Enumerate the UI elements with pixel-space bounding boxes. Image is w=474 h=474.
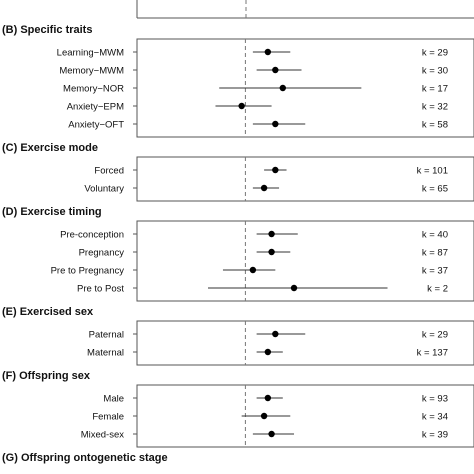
effect-estimate-point (264, 394, 272, 402)
k-count-label: k = 37 (422, 266, 448, 277)
category-label: Male (103, 394, 124, 405)
category-label: Maternal (87, 348, 124, 359)
panel-title: (D) Exercise timing (2, 206, 102, 218)
category-label: Pre to Pregnancy (51, 266, 125, 277)
category-label: Memory−MWM (59, 66, 124, 77)
effect-estimate-point (264, 348, 272, 356)
panel-5: (G) Offspring ontogenetic stage (2, 452, 168, 464)
panel-frame (136, 156, 474, 202)
effect-estimate-point (279, 84, 286, 92)
k-count-label: k = 29 (422, 330, 448, 341)
panel-0: (B) Specific traits Learning−MWM k = 29 Mem… (2, 24, 474, 138)
k-count-label: k = 30 (422, 66, 448, 77)
panel-title: (C) Exercise mode (2, 142, 98, 154)
category-label: Memory−NOR (63, 84, 124, 95)
category-label: Pre-conception (60, 230, 124, 241)
panel-3: (E) Exercised sex Paternal k = 29 Maternal k… (2, 306, 474, 366)
k-count-label: k = 58 (422, 120, 448, 131)
k-count-label: k = 137 (417, 348, 448, 359)
effect-estimate-point (260, 412, 268, 420)
k-count-label: k = 34 (422, 412, 448, 423)
effect-estimate-point (264, 48, 272, 56)
effect-estimate-point (268, 230, 275, 238)
category-label: Forced (94, 166, 124, 177)
effect-estimate-point (272, 166, 279, 174)
category-label: Pre to Post (77, 284, 124, 295)
effect-estimate-point (290, 284, 298, 292)
panel-2: (D) Exercise timing Pre-conception k = 40 P… (2, 206, 474, 302)
panel-frame (136, 320, 474, 366)
panel-1: (C) Exercise mode Forced k = 101 Voluntary k… (2, 142, 474, 202)
panel-title: (B) Specific traits (2, 24, 92, 36)
effect-estimate-point (238, 102, 245, 110)
category-label: Mixed-sex (81, 430, 125, 441)
panel-title: (F) Offspring sex (2, 370, 91, 382)
k-count-label: k = 93 (422, 394, 448, 405)
k-count-label: k = 2 (427, 284, 448, 295)
k-count-label: k = 29 (422, 48, 448, 59)
k-count-label: k = 39 (422, 430, 448, 441)
effect-estimate-point (272, 66, 279, 74)
k-count-label: k = 65 (422, 184, 448, 195)
category-label: Paternal (89, 330, 124, 341)
category-label: Female (92, 412, 124, 423)
k-count-label: k = 40 (422, 230, 448, 241)
k-count-label: k = 32 (422, 102, 448, 113)
panel-frame (136, 220, 474, 302)
panel-title: (G) Offspring ontogenetic stage (2, 452, 168, 464)
k-count-label: k = 101 (417, 166, 448, 177)
panel-4: (F) Offspring sex Male k = 93 Female k = 34 M… (2, 370, 474, 448)
category-label: Anxiety−OFT (68, 120, 124, 131)
effect-estimate-point (249, 266, 257, 274)
effect-estimate-point (272, 330, 279, 338)
panel-title: (E) Exercised sex (2, 306, 94, 318)
effect-estimate-point (260, 184, 268, 192)
k-count-label: k = 87 (422, 248, 448, 259)
category-label: Pregnancy (79, 248, 125, 259)
category-label: Voluntary (84, 184, 124, 195)
previous-panel-remnant (136, 0, 474, 19)
forest-panels: (B) Specific traits Learning−MWM k = 29 Mem… (2, 24, 474, 464)
k-count-label: k = 17 (422, 84, 448, 95)
effect-estimate-point (268, 430, 275, 438)
category-label: Anxiety−EPM (67, 102, 124, 113)
category-label: Learning−MWM (57, 48, 124, 59)
effect-estimate-point (272, 120, 279, 128)
effect-estimate-point (268, 248, 275, 256)
